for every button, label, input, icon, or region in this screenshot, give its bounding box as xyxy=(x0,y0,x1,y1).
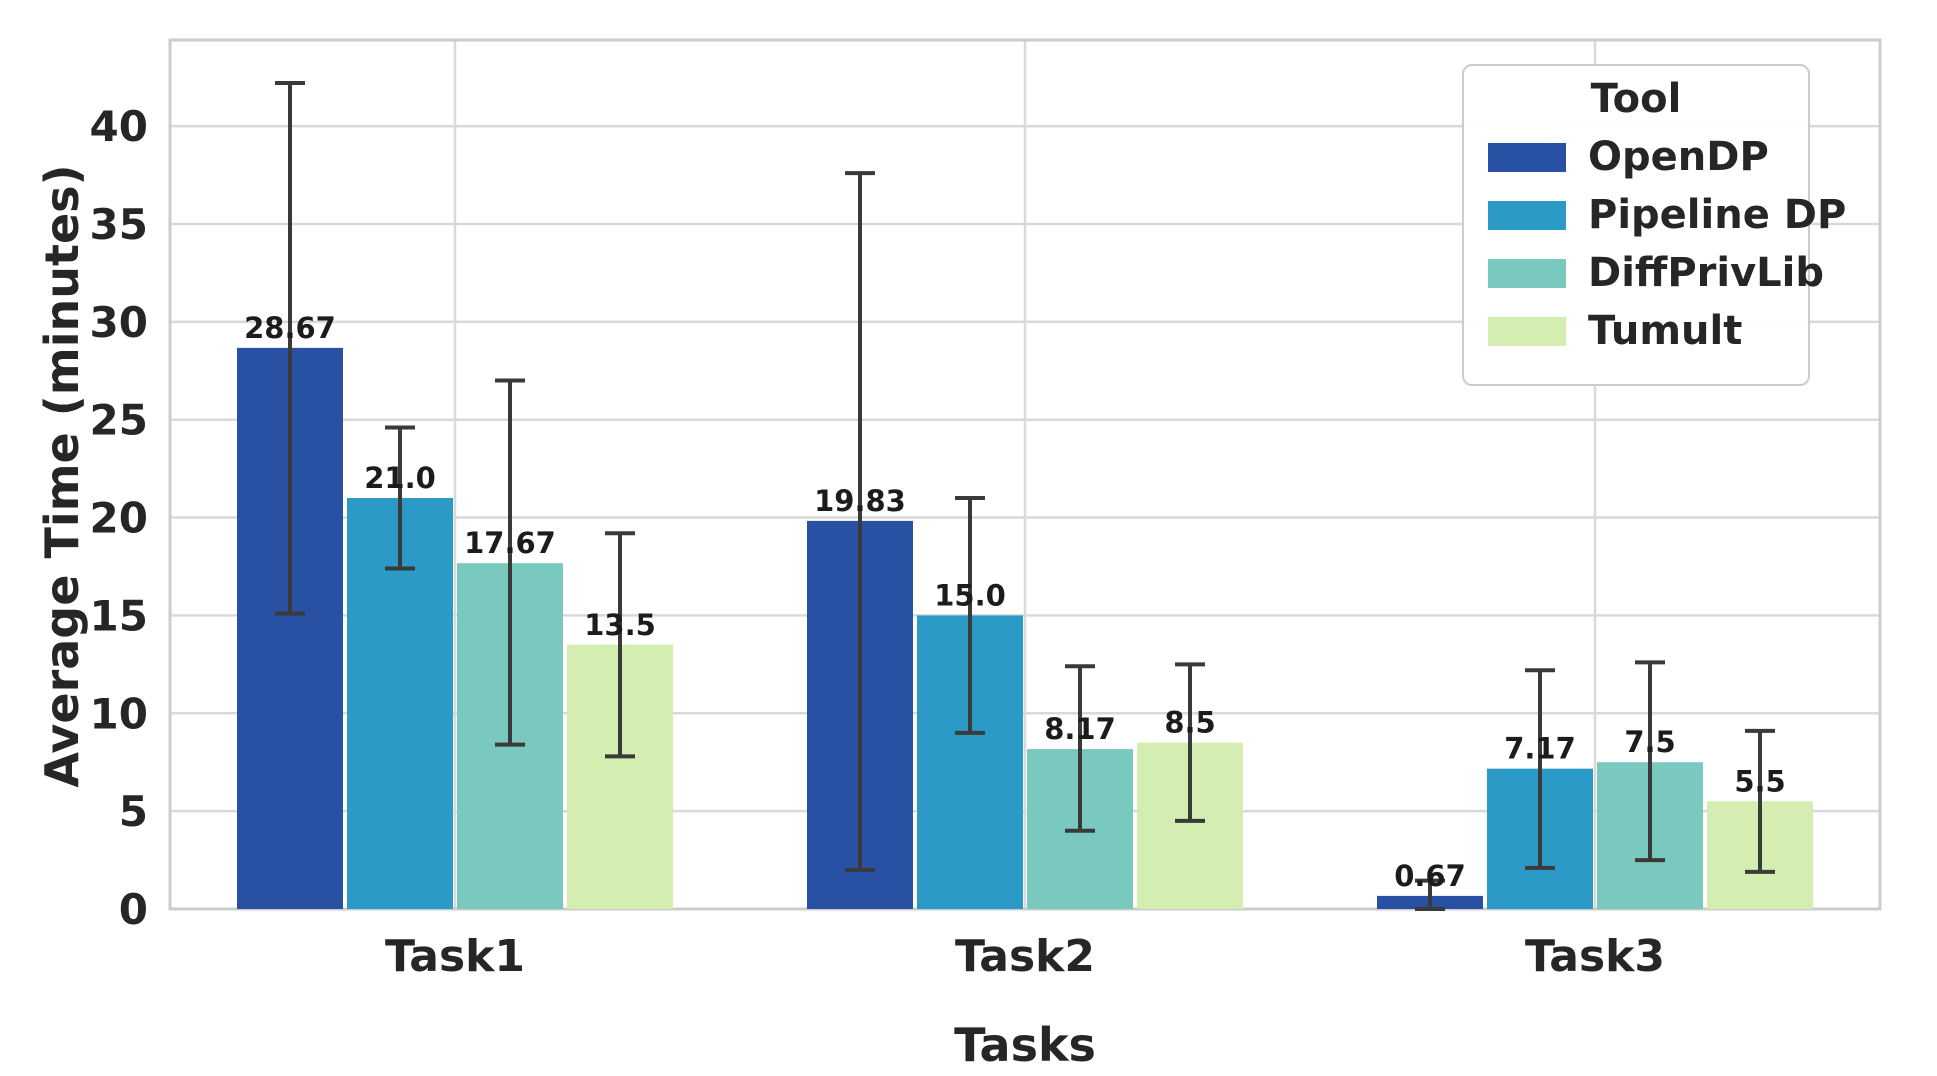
legend-swatch-pipeline-dp xyxy=(1488,200,1566,230)
legend-item: OpenDP xyxy=(1488,134,1784,180)
legend-swatch-diffprivlib xyxy=(1488,258,1566,288)
y-axis-label: Average Time (minutes) xyxy=(35,164,89,788)
x-category-label: Task2 xyxy=(955,931,1095,982)
legend-title: Tool xyxy=(1590,76,1682,122)
legend: Tool OpenDP Pipeline DP DiffPrivLib Tumu… xyxy=(1462,64,1846,386)
bar-value-label: 8.5 xyxy=(1164,706,1215,740)
error-bars xyxy=(275,81,1775,911)
bar-value-label: 5.5 xyxy=(1734,764,1785,798)
bar-value-label: 19.83 xyxy=(814,484,906,518)
y-tick-label: 40 xyxy=(90,102,148,151)
bar-value-label: 28.67 xyxy=(244,311,336,345)
legend-label: Pipeline DP xyxy=(1588,192,1847,238)
bar-value-label: 13.5 xyxy=(584,608,656,642)
y-tick-label: 0 xyxy=(119,885,148,934)
legend-label: DiffPrivLib xyxy=(1588,250,1824,296)
bar-value-label: 0.67 xyxy=(1394,859,1466,893)
bar-value-label: 21.0 xyxy=(364,461,436,495)
bar-value-label: 15.0 xyxy=(934,578,1006,612)
legend-swatch-tumult xyxy=(1488,316,1566,346)
legend-label: Tumult xyxy=(1588,308,1743,354)
legend-swatch-opendp xyxy=(1488,142,1566,172)
legend-item: Pipeline DP xyxy=(1488,192,1846,238)
y-tick-label: 15 xyxy=(90,591,148,640)
legend-item: Tumult xyxy=(1488,308,1784,354)
bar-value-labels: 28.67 19.83 0.67 21.0 15.0 7.17 17.67 8.17 7.5 13… xyxy=(244,311,1786,893)
legend-label: OpenDP xyxy=(1588,134,1769,180)
bar-value-label: 17.67 xyxy=(464,526,556,560)
y-tick-label: 35 xyxy=(90,200,148,249)
x-category-labels: Task1 Task2 Task3 xyxy=(385,931,1665,982)
y-tick-label: 5 xyxy=(119,787,148,836)
x-axis-label: Tasks xyxy=(954,1018,1096,1072)
x-category-label: Task3 xyxy=(1525,931,1665,982)
y-tick-label: 30 xyxy=(90,298,148,347)
y-tick-label: 10 xyxy=(90,689,148,738)
plot-border xyxy=(168,38,1882,911)
bar-value-label: 8.17 xyxy=(1044,712,1116,746)
bar-value-label: 7.17 xyxy=(1504,732,1576,766)
y-tick-labels: 0 5 10 15 20 25 30 35 40 xyxy=(90,102,148,934)
legend-item: DiffPrivLib xyxy=(1488,250,1824,296)
bar-value-label: 7.5 xyxy=(1624,725,1675,759)
y-tick-label: 25 xyxy=(90,396,148,445)
x-category-label: Task1 xyxy=(385,931,525,982)
y-tick-label: 20 xyxy=(90,494,148,543)
